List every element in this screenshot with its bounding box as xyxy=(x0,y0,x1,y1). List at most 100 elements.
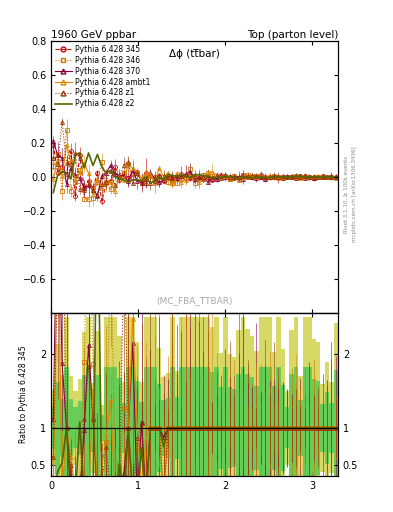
Bar xyxy=(241,367,245,489)
Bar xyxy=(272,352,276,504)
Bar xyxy=(320,404,325,452)
Bar xyxy=(184,316,188,512)
Bar xyxy=(254,386,259,470)
Bar xyxy=(130,316,135,512)
Bar xyxy=(285,391,290,465)
Bar xyxy=(152,367,157,489)
Bar xyxy=(206,316,210,512)
Bar xyxy=(122,402,126,453)
Bar xyxy=(117,336,122,512)
Bar xyxy=(316,381,320,475)
Bar xyxy=(325,392,329,464)
Bar xyxy=(188,316,192,512)
Bar xyxy=(303,367,307,489)
Bar xyxy=(320,385,325,472)
Bar xyxy=(122,382,126,474)
Bar xyxy=(312,379,316,477)
Bar xyxy=(192,367,197,489)
Bar xyxy=(188,367,192,489)
Bar xyxy=(157,348,162,508)
Bar xyxy=(86,316,91,512)
Bar xyxy=(73,408,77,449)
Bar xyxy=(51,407,55,449)
Bar xyxy=(290,374,294,482)
Bar xyxy=(126,316,130,512)
Bar xyxy=(113,367,117,489)
Bar xyxy=(126,367,130,489)
Bar xyxy=(60,399,64,457)
Bar xyxy=(303,316,307,512)
Bar xyxy=(135,342,140,512)
Bar xyxy=(99,404,104,451)
Bar xyxy=(294,316,298,512)
Bar xyxy=(210,372,215,484)
Text: Δϕ (tt̅bar): Δϕ (tt̅bar) xyxy=(169,49,220,59)
Text: Top (parton level): Top (parton level) xyxy=(246,30,338,40)
Bar xyxy=(166,373,170,483)
Bar xyxy=(51,390,55,466)
Bar xyxy=(77,401,82,455)
Bar xyxy=(215,367,219,489)
Bar xyxy=(69,399,73,456)
Bar xyxy=(148,367,152,489)
Bar xyxy=(99,415,104,441)
Bar xyxy=(117,378,122,478)
Text: mcplots.cern.ch [arXiv:1306.3436]: mcplots.cern.ch [arXiv:1306.3436] xyxy=(352,147,357,242)
Bar xyxy=(108,316,113,512)
Bar xyxy=(267,316,272,512)
Bar xyxy=(232,357,237,499)
Bar xyxy=(272,386,276,470)
Bar xyxy=(148,316,152,512)
Bar xyxy=(307,367,312,489)
Bar xyxy=(60,375,64,481)
Bar xyxy=(184,367,188,489)
Bar xyxy=(95,375,99,481)
Bar xyxy=(95,331,99,512)
Bar xyxy=(144,367,148,489)
Bar xyxy=(144,316,148,512)
Bar xyxy=(276,316,281,512)
Bar xyxy=(152,316,157,512)
Bar xyxy=(179,367,184,489)
Bar xyxy=(140,381,144,474)
Bar xyxy=(55,382,60,474)
Bar xyxy=(267,367,272,489)
Bar xyxy=(108,367,113,489)
Bar xyxy=(241,316,245,512)
Bar xyxy=(232,389,237,467)
Bar xyxy=(237,374,241,482)
Bar xyxy=(245,374,250,482)
Bar xyxy=(325,361,329,494)
Bar xyxy=(174,396,179,459)
Bar xyxy=(219,387,223,469)
Bar xyxy=(197,367,201,489)
Bar xyxy=(201,367,206,489)
Bar xyxy=(201,316,206,512)
Bar xyxy=(64,367,69,489)
Bar xyxy=(82,332,86,512)
Bar xyxy=(329,382,334,474)
Bar xyxy=(237,330,241,512)
Bar xyxy=(259,316,263,512)
Bar xyxy=(298,399,303,456)
Bar xyxy=(334,323,338,512)
Bar xyxy=(192,316,197,512)
Bar xyxy=(250,336,254,512)
Bar xyxy=(86,367,91,489)
Bar xyxy=(263,367,267,489)
Bar xyxy=(162,377,166,479)
Bar xyxy=(250,377,254,479)
Bar xyxy=(298,376,303,480)
Bar xyxy=(259,367,263,489)
Bar xyxy=(170,316,174,512)
Bar xyxy=(162,400,166,456)
Bar xyxy=(210,327,215,512)
Bar xyxy=(285,408,290,449)
Bar xyxy=(281,385,285,471)
Bar xyxy=(316,342,320,512)
Bar xyxy=(69,376,73,480)
Bar xyxy=(130,367,135,489)
Legend: Pythia 6.428 345, Pythia 6.428 346, Pythia 6.428 370, Pythia 6.428 ambt1, Pythia: Pythia 6.428 345, Pythia 6.428 346, Pyth… xyxy=(53,43,152,110)
Bar xyxy=(197,316,201,512)
Bar xyxy=(245,329,250,512)
